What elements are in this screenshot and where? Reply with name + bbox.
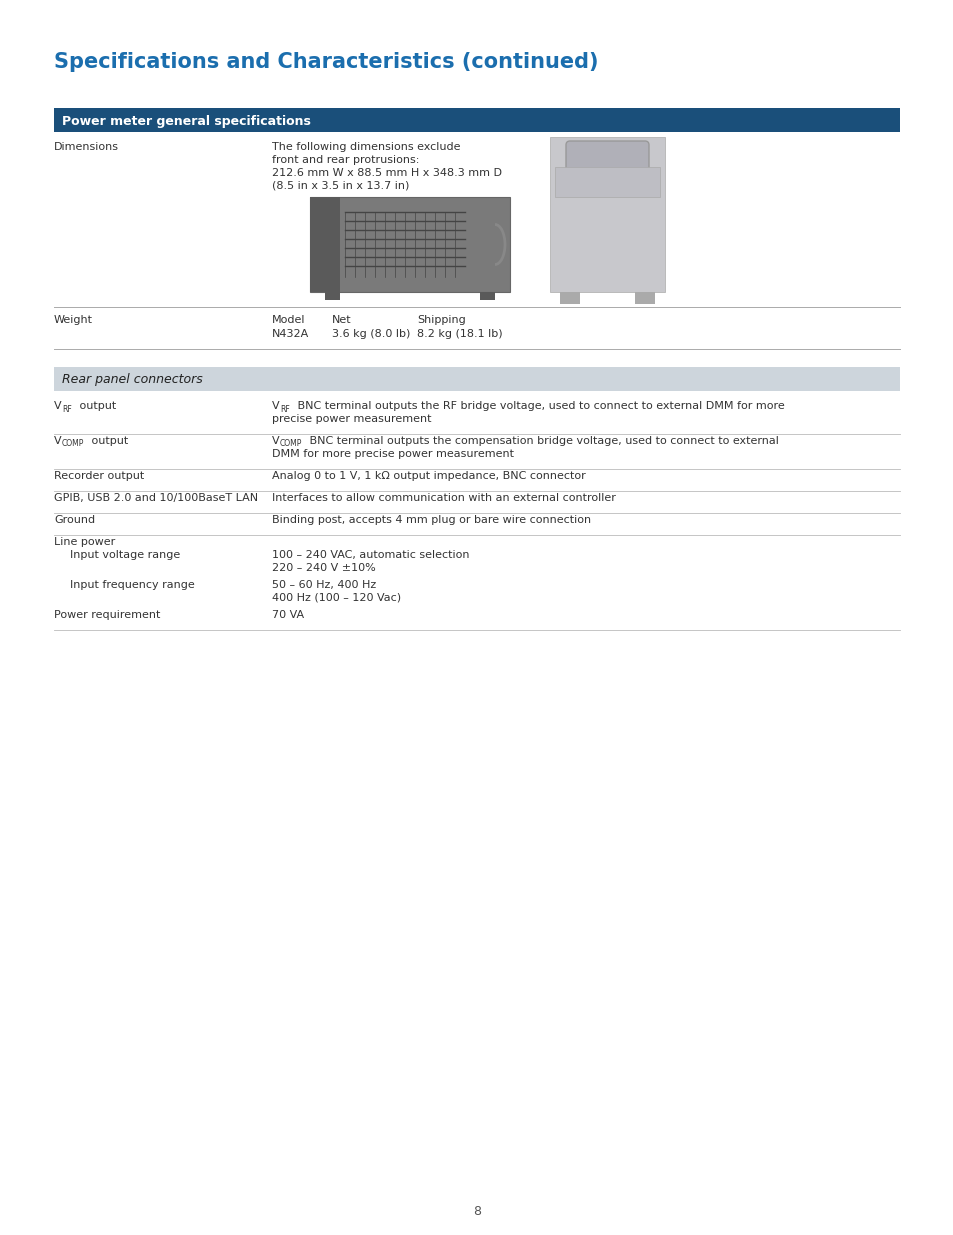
Text: COMP: COMP [62,440,84,448]
Text: Interfaces to allow communication with an external controller: Interfaces to allow communication with a… [272,493,616,503]
FancyBboxPatch shape [565,141,648,174]
Text: output: output [88,436,128,446]
Text: BNC terminal outputs the compensation bridge voltage, used to connect to externa: BNC terminal outputs the compensation br… [306,436,778,446]
Text: The following dimensions exclude: The following dimensions exclude [272,142,460,152]
Text: N432A: N432A [272,329,309,338]
Text: 70 VA: 70 VA [272,610,304,620]
Text: Model: Model [272,315,305,325]
Text: V: V [272,401,279,411]
Text: output: output [76,401,116,411]
Text: Power requirement: Power requirement [54,610,160,620]
Bar [550,137,664,291]
Bar [310,198,510,291]
Text: 8.2 kg (18.1 lb): 8.2 kg (18.1 lb) [416,329,502,338]
Text: V: V [54,436,62,446]
Text: 100 – 240 VAC, automatic selection: 100 – 240 VAC, automatic selection [272,550,469,559]
Text: COMP: COMP [280,440,302,448]
Bar [54,367,899,391]
Text: Shipping: Shipping [416,315,465,325]
Text: 220 – 240 V ±10%: 220 – 240 V ±10% [272,563,375,573]
Text: RF: RF [62,405,71,414]
Text: 400 Hz (100 – 120 Vac): 400 Hz (100 – 120 Vac) [272,593,400,603]
Text: Analog 0 to 1 V, 1 kΩ output impedance, BNC connector: Analog 0 to 1 V, 1 kΩ output impedance, … [272,471,585,480]
Text: front and rear protrusions:: front and rear protrusions: [272,156,419,165]
Bar [555,167,659,198]
Bar [635,291,655,304]
Text: Weight: Weight [54,315,92,325]
Text: (8.5 in x 3.5 in x 13.7 in): (8.5 in x 3.5 in x 13.7 in) [272,182,409,191]
Bar [325,291,339,300]
Text: 8: 8 [473,1205,480,1218]
Text: 212.6 mm W x 88.5 mm H x 348.3 mm D: 212.6 mm W x 88.5 mm H x 348.3 mm D [272,168,501,178]
Text: GPIB, USB 2.0 and 10/100BaseT LAN: GPIB, USB 2.0 and 10/100BaseT LAN [54,493,258,503]
Text: Ground: Ground [54,515,95,525]
Text: Rear panel connectors: Rear panel connectors [62,373,203,387]
Text: DMM for more precise power measurement: DMM for more precise power measurement [272,450,514,459]
Bar [559,291,579,304]
Bar [310,198,339,291]
Text: Specifications and Characteristics (continued): Specifications and Characteristics (cont… [54,52,598,72]
Bar [479,291,495,300]
Text: V: V [272,436,279,446]
Text: Input frequency range: Input frequency range [70,580,194,590]
Text: Net: Net [332,315,352,325]
Text: Binding post, accepts 4 mm plug or bare wire connection: Binding post, accepts 4 mm plug or bare … [272,515,591,525]
Bar [54,107,899,132]
Text: Recorder output: Recorder output [54,471,144,480]
Text: 50 – 60 Hz, 400 Hz: 50 – 60 Hz, 400 Hz [272,580,375,590]
Text: 3.6 kg (8.0 lb): 3.6 kg (8.0 lb) [332,329,410,338]
Text: RF: RF [280,405,290,414]
Text: precise power measurement: precise power measurement [272,414,431,424]
Text: Dimensions: Dimensions [54,142,119,152]
Text: Line power: Line power [54,537,115,547]
Text: Power meter general specifications: Power meter general specifications [62,115,311,127]
Text: V: V [54,401,62,411]
Text: BNC terminal outputs the RF bridge voltage, used to connect to external DMM for : BNC terminal outputs the RF bridge volta… [294,401,784,411]
Text: Input voltage range: Input voltage range [70,550,180,559]
